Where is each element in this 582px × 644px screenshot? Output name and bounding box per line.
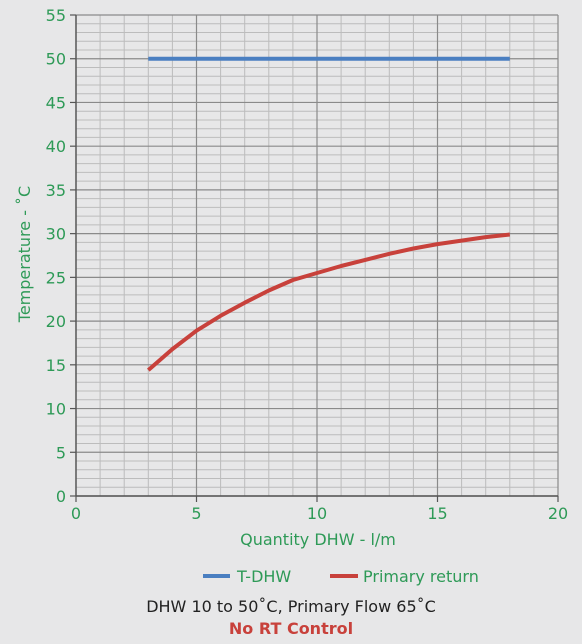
legend-label-primary-return: Primary return [363,567,479,586]
x-tick-labels: 0 5 10 15 20 [71,504,568,523]
axes [70,14,559,502]
x-tick-label: 5 [191,504,201,523]
x-tick-label: 20 [548,504,568,523]
x-tick-label: 15 [427,504,447,523]
y-tick-label: 30 [46,225,66,244]
y-tick-label: 15 [46,356,66,375]
chart-caption: DHW 10 to 50˚C, Primary Flow 65˚C [146,597,436,616]
y-tick-label: 45 [46,93,66,112]
y-tick-label: 10 [46,400,66,419]
plot-series [146,56,511,372]
y-tick-label: 55 [46,6,66,25]
y-tick-labels: 0 5 10 15 20 25 30 35 40 45 50 55 [46,6,66,506]
y-axis-label: Temperature - ˚C [15,186,34,323]
y-tick-label: 35 [46,181,66,200]
y-tick-label: 5 [56,443,66,462]
legend: T-DHW Primary return [203,567,479,586]
y-tick-label: 20 [46,312,66,331]
x-tick-label: 0 [71,504,81,523]
x-tick-label: 10 [307,504,327,523]
x-axis-label: Quantity DHW - l/m [240,530,396,549]
y-tick-label: 50 [46,50,66,69]
chart-subcaption: No RT Control [229,619,353,638]
series-line-primary-return [146,232,511,372]
y-tick-label: 25 [46,268,66,287]
y-tick-label: 0 [56,487,66,506]
grid-lines [75,14,559,497]
legend-label-t-dhw: T-DHW [236,567,291,586]
y-tick-label: 40 [46,137,66,156]
